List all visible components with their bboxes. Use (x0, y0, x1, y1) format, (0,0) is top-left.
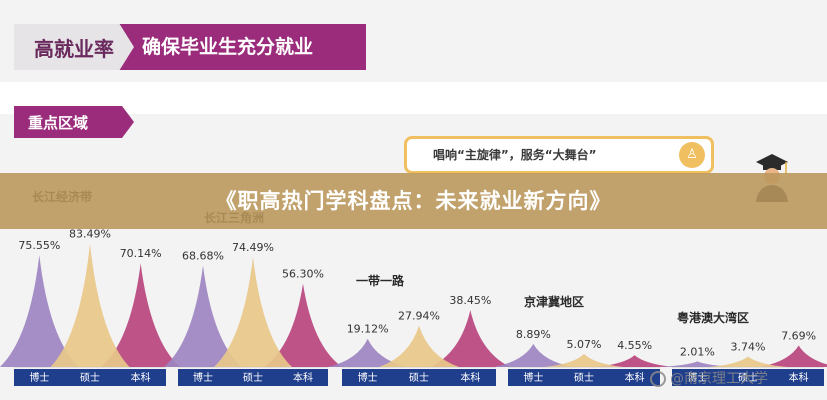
value-label-3-1: 5.07% (567, 338, 602, 351)
category-label-0-0: 博士 (29, 371, 49, 384)
section-tag: 重点区域 (14, 106, 134, 138)
area-mark-4-1 (708, 356, 788, 367)
area-mark-3-2 (595, 355, 675, 367)
area-mark-4-0 (657, 361, 737, 367)
value-label-3-2: 4.55% (617, 339, 652, 352)
slogan-text: 唱响“主旋律”，服务“大舞台” (433, 148, 597, 162)
area-mark-2-0 (327, 338, 408, 367)
area-mark-3-0 (493, 343, 573, 367)
category-label-1-2: 本科 (293, 371, 313, 384)
category-label-1-0: 博士 (193, 371, 213, 384)
value-label-0-0: 75.55% (18, 239, 60, 252)
area-mark-2-2 (430, 310, 511, 367)
category-label-3-0: 博士 (523, 371, 543, 384)
category-label-2-0: 博士 (358, 371, 378, 384)
value-label-0-1: 83.49% (69, 227, 111, 240)
value-label-4-2: 7.69% (781, 329, 816, 342)
area-mark-1-2 (264, 283, 342, 367)
category-label-2-2: 本科 (460, 371, 480, 384)
value-label-1-2: 56.30% (282, 268, 324, 281)
area-mark-2-1 (378, 325, 460, 367)
area-mark-1-0 (164, 265, 242, 367)
area-mark-0-2 (101, 263, 181, 367)
axis-bar-2 (342, 369, 496, 386)
category-label-4-0: 博士 (687, 371, 707, 384)
category-label-2-1: 硕士 (409, 371, 429, 384)
value-label-0-2: 70.14% (120, 247, 162, 260)
value-label-2-1: 27.94% (398, 310, 440, 323)
area-mark-4-2 (759, 345, 827, 367)
header-background-band (0, 82, 827, 114)
area-mark-0-0 (0, 255, 79, 367)
people-icon: ♙ (679, 142, 705, 168)
axis-bar-3 (508, 369, 660, 386)
value-label-1-1: 74.49% (232, 241, 274, 254)
category-label-4-1: 硕士 (738, 371, 758, 384)
axis-bar-1 (178, 369, 328, 386)
chart-title-2: 一带一路 (356, 273, 405, 288)
category-label-3-2: 本科 (625, 371, 645, 384)
header-title: 确保毕业生充分就业 (142, 36, 314, 58)
weibo-icon (650, 371, 666, 387)
header-tag: 高就业率 (14, 24, 134, 70)
value-label-2-0: 19.12% (347, 323, 389, 336)
area-mark-1-1 (214, 256, 292, 367)
watermark-text: @南京理工大学 (670, 371, 768, 387)
overlay-banner: 《职高热门学科盘点：未来就业新方向》 (0, 173, 827, 229)
value-label-3-0: 8.89% (516, 328, 551, 341)
chart-title-4: 粤港澳大湾区 (677, 310, 749, 325)
watermark: @南京理工大学 (650, 368, 768, 388)
category-label-0-1: 硕士 (80, 371, 100, 384)
value-label-1-0: 68.68% (182, 249, 224, 262)
category-label-3-1: 硕士 (574, 371, 594, 384)
banner-title: 《职高热门学科盘点：未来就业新方向》 (215, 189, 612, 213)
axis-bar-0 (14, 369, 166, 386)
value-label-4-1: 3.74% (731, 341, 766, 354)
value-label-4-0: 2.01% (680, 345, 715, 358)
category-label-1-1: 硕士 (243, 371, 263, 384)
slogan-box: 唱响“主旋律”，服务“大舞台” ♙ (404, 136, 714, 174)
axis-bar-4 (672, 369, 824, 386)
area-mark-3-1 (544, 353, 624, 367)
category-label-4-2: 本科 (789, 371, 809, 384)
chart-title-3: 京津冀地区 (524, 294, 584, 309)
category-label-0-2: 本科 (131, 371, 151, 384)
value-label-2-2: 38.45% (449, 294, 491, 307)
area-mark-0-1 (50, 243, 130, 367)
